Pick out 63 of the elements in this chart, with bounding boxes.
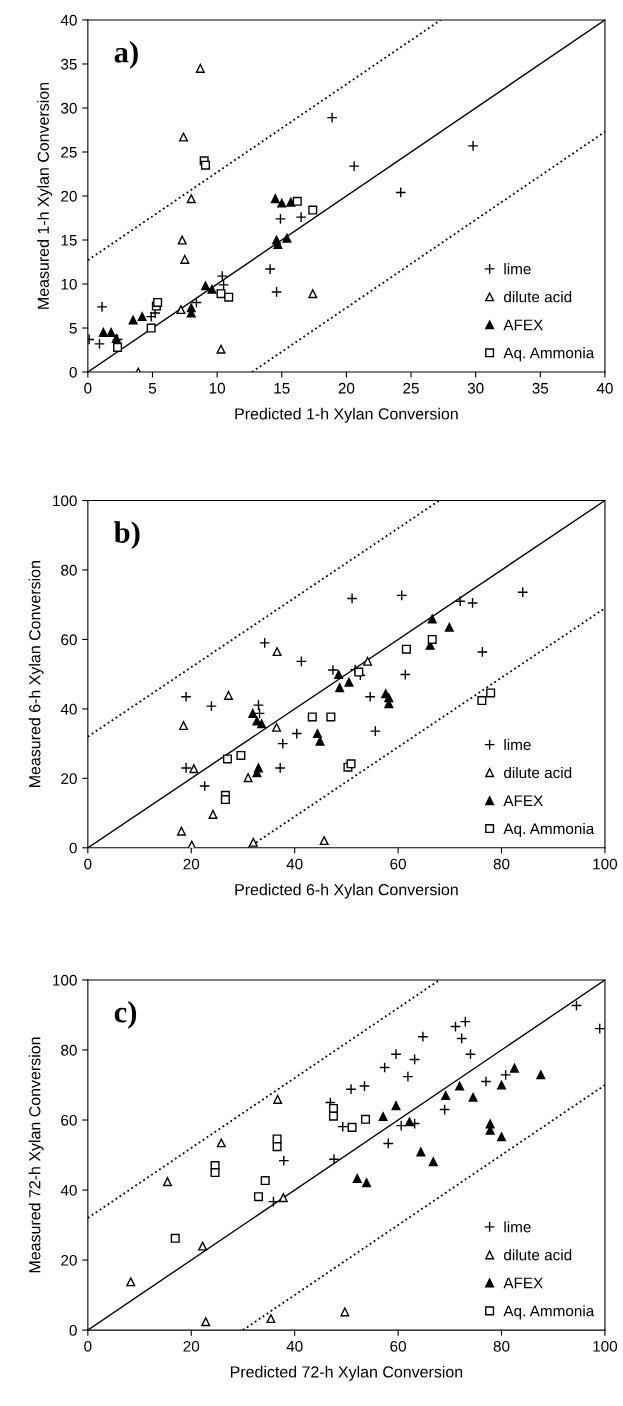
y-tick-label: 5 [69,323,77,334]
y-tick-label: 40 [60,14,77,26]
annotation: a) [114,41,138,69]
legend-label: AFEX [503,1277,543,1289]
x-tick-label: 100 [593,858,618,870]
x-tick-label: 5 [148,383,157,394]
y-tick-label: 20 [61,190,77,202]
x-tick-label: 60 [390,1340,406,1352]
x-tick-label: 0 [84,1340,92,1352]
y-tick-label: 10 [61,278,77,290]
y-tick-label: 60 [61,1114,77,1126]
y-tick-label: 15 [61,235,77,246]
legend-label: AFEX [503,795,543,806]
legend-label: dilute acid [504,766,572,779]
x-tick-label: 20 [338,382,355,394]
x-tick-label: 40 [596,382,613,394]
y-tick-label: 20 [61,773,77,785]
legend-label: lime [504,263,531,275]
annotation: b) [114,521,140,550]
x-tick-label: 35 [532,382,549,394]
x-tick-label: 20 [183,1340,200,1352]
x-tick-label: 40 [286,1340,303,1352]
annotation: c) [114,1000,137,1029]
x-tick-label: 25 [403,382,419,394]
x-axis-title: Predicted 6-h Xylan Conversion [235,883,458,899]
y-tick-label: 0 [69,842,77,854]
y-tick-label: 80 [61,564,77,576]
y-axis-title: Measured 6-h Xylan Conversion [28,561,44,787]
y-tick-label: 0 [69,366,77,378]
y-tick-label: 100 [53,495,77,507]
x-axis-title: Predicted 1-h Xylan Conversion [235,407,458,423]
legend-label: Aq. Ammonia [503,347,595,362]
legend-label: dilute acid [504,291,572,303]
legend-label: Aq. Ammonia [503,822,595,838]
x-tick-label: 20 [183,858,200,870]
x-tick-label: 0 [84,382,92,394]
legend-label: dilute acid [504,1249,572,1261]
x-tick-label: 80 [493,1340,510,1352]
y-tick-label: 80 [61,1044,77,1056]
x-tick-label: 10 [209,382,226,394]
y-tick-label: 0 [69,1324,77,1336]
x-tick-label: 15 [274,383,290,394]
x-axis-title: Predicted 72-h Xylan Conversion [230,1365,463,1381]
legend-label: lime [504,738,531,751]
y-axis-title: Measured 1-h Xylan Conversion [37,82,53,309]
y-tick-label: 35 [61,58,77,70]
y-tick-label: 40 [60,1184,77,1196]
y-tick-label: 100 [53,974,77,986]
legend-label: AFEX [503,319,543,331]
x-tick-label: 80 [493,858,510,870]
y-axis-title: Measured 72-h Xylan Conversion [28,1037,44,1273]
y-tick-label: 40 [60,703,77,715]
x-tick-label: 60 [390,858,406,870]
y-tick-label: 60 [61,634,77,646]
x-tick-label: 40 [286,858,303,870]
y-tick-label: 25 [61,146,77,158]
legend-label: Aq. Ammonia [503,1305,595,1320]
y-tick-label: 20 [61,1254,77,1266]
x-tick-label: 100 [593,1340,618,1352]
y-tick-label: 30 [61,102,77,114]
legend-label: lime [504,1221,531,1233]
x-tick-label: 30 [467,382,484,394]
x-tick-label: 0 [84,858,92,870]
